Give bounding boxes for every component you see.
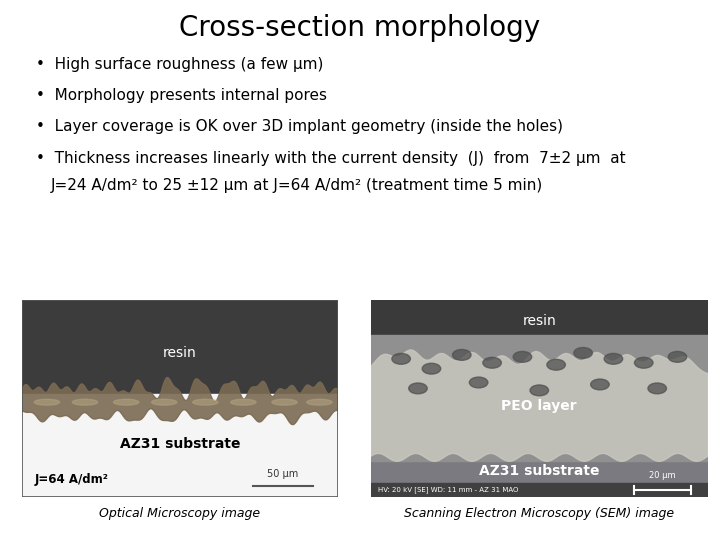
Text: resin: resin: [523, 314, 556, 328]
Bar: [371, 300, 708, 335]
Text: AZ31 substrate: AZ31 substrate: [479, 464, 600, 478]
Ellipse shape: [392, 353, 410, 365]
Ellipse shape: [72, 399, 98, 405]
Ellipse shape: [574, 348, 593, 359]
Bar: [371, 483, 708, 497]
Text: •  Thickness increases linearly with the current density  (J)  from  7±2 μm  at: • Thickness increases linearly with the …: [36, 151, 626, 166]
Text: Cross-section morphology: Cross-section morphology: [179, 14, 541, 42]
Polygon shape: [371, 350, 708, 461]
Text: 20 μm: 20 μm: [649, 471, 675, 480]
Ellipse shape: [35, 399, 60, 405]
Ellipse shape: [422, 363, 441, 374]
Text: resin: resin: [163, 346, 197, 360]
Text: PEO layer: PEO layer: [501, 399, 577, 413]
Ellipse shape: [483, 357, 501, 368]
Ellipse shape: [634, 357, 653, 368]
Ellipse shape: [409, 383, 427, 394]
Bar: [22, 300, 338, 394]
Text: •  Layer coverage is OK over 3D implant geometry (inside the holes): • Layer coverage is OK over 3D implant g…: [36, 119, 563, 134]
Ellipse shape: [469, 377, 488, 388]
Ellipse shape: [114, 399, 139, 405]
Bar: [371, 335, 708, 461]
Text: J=24 A/dm² to 25 ±12 μm at J=64 A/dm² (treatment time 5 min): J=24 A/dm² to 25 ±12 μm at J=64 A/dm² (t…: [50, 178, 543, 193]
Text: AZ31 substrate: AZ31 substrate: [120, 436, 240, 450]
Ellipse shape: [513, 352, 531, 362]
Ellipse shape: [452, 349, 471, 360]
Polygon shape: [22, 377, 338, 424]
Text: J=64 A/dm²: J=64 A/dm²: [35, 472, 108, 485]
Ellipse shape: [530, 385, 549, 396]
Ellipse shape: [151, 399, 177, 405]
Text: 50 μm: 50 μm: [267, 469, 299, 479]
Ellipse shape: [604, 353, 623, 365]
Bar: [371, 461, 708, 497]
Ellipse shape: [547, 359, 565, 370]
Ellipse shape: [590, 379, 609, 390]
Text: Scanning Electron Microscopy (SEM) image: Scanning Electron Microscopy (SEM) image: [404, 507, 675, 519]
Ellipse shape: [193, 399, 218, 405]
Text: •  High surface roughness (a few μm): • High surface roughness (a few μm): [36, 57, 323, 72]
Text: •  Morphology presents internal pores: • Morphology presents internal pores: [36, 88, 327, 103]
Ellipse shape: [272, 399, 297, 405]
Ellipse shape: [668, 352, 687, 362]
Ellipse shape: [230, 399, 256, 405]
Text: Optical Microscopy image: Optical Microscopy image: [99, 507, 261, 519]
Bar: [22, 394, 338, 497]
Text: HV: 20 kV [SE] WD: 11 mm - AZ 31 MAO: HV: 20 kV [SE] WD: 11 mm - AZ 31 MAO: [377, 487, 518, 493]
Ellipse shape: [648, 383, 667, 394]
Ellipse shape: [307, 399, 332, 405]
